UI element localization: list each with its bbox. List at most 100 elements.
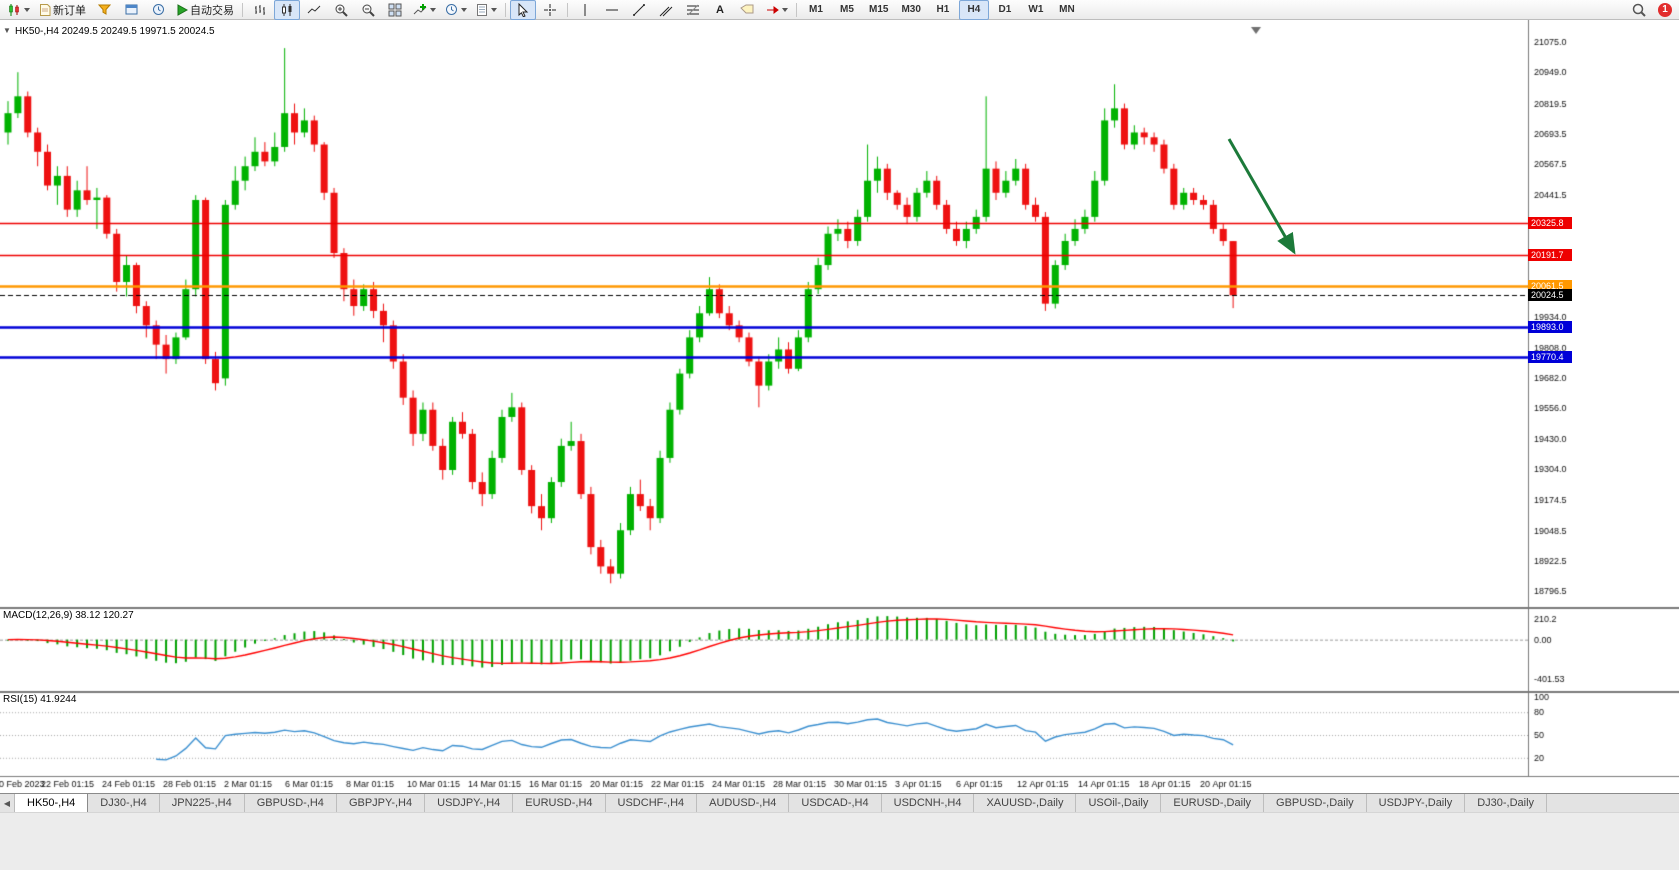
chart-tab[interactable]: USDCAD-,H4	[789, 794, 882, 812]
chart-tab[interactable]: EURUSD-,H4	[513, 794, 606, 812]
chevron-down-icon	[491, 7, 497, 12]
fibonacci-icon	[687, 4, 699, 15]
trendline-button[interactable]	[626, 0, 652, 20]
history-center-button[interactable]	[145, 0, 171, 20]
search-button[interactable]	[1626, 0, 1652, 20]
vertical-line-button[interactable]	[572, 0, 598, 20]
new-chart-icon	[9, 3, 19, 16]
toolbar-separator	[567, 2, 568, 17]
new-order-icon	[40, 3, 51, 16]
label-tool-button[interactable]	[734, 0, 760, 20]
candlestick-chart-button[interactable]	[274, 0, 300, 20]
terminal-button[interactable]	[118, 0, 144, 20]
new-order-label: 新订单	[53, 4, 86, 17]
new-order-button[interactable]: 新订单	[35, 0, 90, 20]
timeframe-d1-button[interactable]: D1	[998, 4, 1012, 15]
text-tool-button[interactable]: A	[707, 0, 733, 20]
chart-tab[interactable]: JPN225-,H4	[160, 794, 245, 812]
rsi-label: RSI(15) 41.9244	[3, 694, 77, 705]
cursor-icon	[518, 2, 529, 17]
templates-icon	[477, 3, 487, 16]
chevron-down-icon	[24, 7, 30, 12]
zoom-in-button[interactable]	[328, 0, 354, 20]
crosshair-button[interactable]	[537, 0, 563, 20]
chart-tab[interactable]: XAUUSD-,Daily	[974, 794, 1077, 812]
channel-button[interactable]	[653, 0, 679, 20]
timeframe-m5-button[interactable]: M5	[840, 4, 854, 15]
horizontal-line-icon	[606, 9, 618, 10]
timeframe-mn-button[interactable]: MN	[1059, 4, 1075, 15]
chevron-down-icon	[430, 7, 436, 12]
toolbar: 新订单 自动交易	[0, 0, 1679, 20]
indicators-button[interactable]	[409, 0, 440, 20]
line-chart-button[interactable]	[301, 0, 327, 20]
fibonacci-button[interactable]	[680, 0, 706, 20]
bars-chart-button[interactable]	[247, 0, 273, 20]
autotrade-button[interactable]: 自动交易	[172, 0, 238, 20]
chevron-down-icon	[782, 7, 788, 12]
chart-tab[interactable]: USDCNH-,H4	[882, 794, 975, 812]
toolbar-separator	[242, 2, 243, 17]
search-icon	[1632, 3, 1646, 17]
chart-tab[interactable]: USDCHF-,H4	[606, 794, 698, 812]
bottom-tab-bar-wrap: ◀ HK50-,H4 DJ30-,H4 JPN225-,H4 GBPUSD-,H4 GB…	[0, 793, 1679, 812]
toolbar-separator	[796, 2, 797, 17]
funnel-icon	[97, 4, 111, 15]
candlestick-chart-icon	[282, 3, 292, 16]
chevron-down-icon	[461, 7, 467, 12]
chart-tab[interactable]: GBPUSD-,Daily	[1264, 794, 1367, 812]
text-tool-icon: A	[716, 3, 724, 16]
chart-tab[interactable]: AUDUSD-,H4	[697, 794, 790, 812]
timeframe-w1-button[interactable]: W1	[1028, 4, 1044, 15]
zoom-out-icon	[362, 4, 375, 17]
toolbar-separator	[505, 2, 506, 17]
timeframe-m1-button[interactable]: M1	[809, 4, 823, 15]
periods-button[interactable]	[441, 0, 471, 20]
chart-tab[interactable]: DJ30-,H4	[88, 794, 160, 812]
zoom-out-button[interactable]	[355, 0, 381, 20]
chart-tab[interactable]: USDJPY-,Daily	[1367, 794, 1466, 812]
terminal-icon	[125, 4, 137, 15]
macd-label: MACD(12,26,9) 38.12 120.27	[3, 610, 134, 621]
zoom-in-icon	[335, 4, 348, 17]
history-clock-icon	[152, 4, 164, 15]
timeframe-h4-button[interactable]: H4	[958, 0, 989, 20]
new-chart-button[interactable]	[3, 0, 34, 20]
timeframe-m30-button[interactable]: M30	[901, 4, 921, 15]
channel-icon	[659, 6, 673, 16]
indicators-icon	[413, 3, 427, 14]
autotrade-label: 自动交易	[190, 4, 234, 17]
chart-tab[interactable]: GBPJPY-,H4	[337, 794, 426, 812]
bars-chart-icon	[255, 4, 265, 15]
tab-scroll-left[interactable]: ◀	[0, 794, 15, 812]
templates-button[interactable]	[472, 0, 501, 20]
timeframe-m15-button[interactable]: M15	[869, 4, 889, 15]
tile-windows-icon	[388, 3, 402, 16]
notification-badge[interactable]: 1	[1658, 2, 1672, 17]
chart-canvas[interactable]	[0, 20, 1679, 793]
tile-windows-button[interactable]	[382, 0, 408, 20]
cursor-button[interactable]	[510, 0, 536, 20]
chart-tab[interactable]: USOil-,Daily	[1076, 794, 1162, 812]
periods-clock-icon	[446, 4, 457, 15]
chart-title: HK50-,H4 20249.5 20249.5 19971.5 20024.5	[15, 26, 215, 37]
timeframe-h1-button[interactable]: H1	[936, 4, 950, 15]
line-chart-icon	[307, 5, 321, 13]
trendline-icon	[633, 3, 645, 16]
autotrade-play-icon	[177, 3, 188, 16]
chart-tab[interactable]: DJ30-,Daily	[1465, 794, 1548, 812]
horizontal-line-button[interactable]	[599, 0, 625, 20]
chart-tab[interactable]: GBPUSD-,H4	[245, 794, 337, 812]
toolbar-right-cluster: 1	[1626, 0, 1676, 20]
shapes-button[interactable]	[761, 0, 792, 20]
label-tag-icon	[740, 4, 754, 13]
chart-tab[interactable]: HK50-,H4	[15, 794, 89, 812]
profiles-button[interactable]	[91, 0, 117, 20]
chart-tab[interactable]: EURUSD-,Daily	[1161, 794, 1265, 812]
bottom-tab-bar: HK50-,H4 DJ30-,H4 JPN225-,H4 GBPUSD-,H4 GBPJ…	[15, 794, 1679, 812]
crosshair-icon	[544, 3, 556, 16]
chart-tab[interactable]: USDJPY-,H4	[425, 794, 514, 812]
bottom-strip	[0, 812, 1679, 870]
trend-arrow-annotation[interactable]	[1222, 132, 1308, 266]
one-click-trading-toggle[interactable]: ▼	[3, 26, 11, 35]
